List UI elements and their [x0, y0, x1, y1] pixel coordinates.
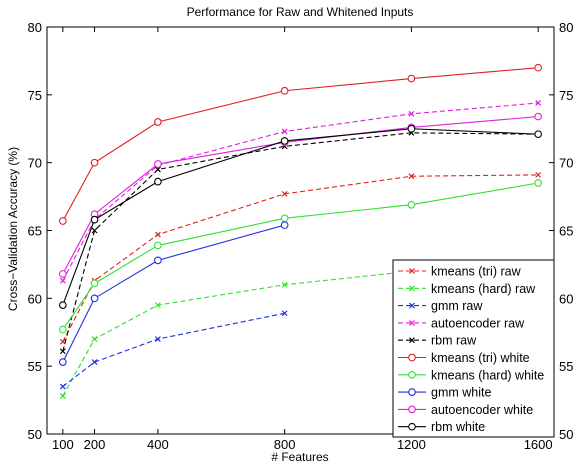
data-point: [60, 339, 65, 344]
y-tick-label-right: 60: [559, 291, 573, 306]
data-point: [92, 337, 97, 342]
x-tick-label: 400: [147, 437, 169, 452]
legend-label: kmeans (hard) white: [431, 368, 544, 382]
legend-marker: [409, 423, 416, 430]
data-point: [155, 257, 162, 264]
legend-label: kmeans (tri) raw: [431, 265, 522, 279]
series-2: [60, 311, 287, 389]
data-point: [535, 131, 542, 138]
series-line: [63, 271, 412, 396]
x-tick-label: 1600: [524, 437, 553, 452]
y-tick-label-right: 75: [559, 88, 573, 103]
data-point: [60, 359, 67, 366]
legend-label: autoencoder white: [431, 403, 533, 417]
data-point: [408, 75, 415, 82]
data-point: [408, 125, 415, 132]
y-tick-label-right: 80: [559, 20, 573, 35]
data-point: [536, 172, 541, 177]
legend-label: rbm raw: [431, 334, 477, 348]
legend-label: gmm white: [431, 386, 491, 400]
data-point: [281, 138, 288, 145]
y-tick-label-right: 70: [559, 156, 573, 171]
series-7: [60, 222, 288, 366]
y-tick-label-right: 65: [559, 224, 573, 239]
legend-marker: [409, 372, 416, 379]
x-tick-label: 1200: [397, 437, 426, 452]
data-point: [60, 384, 65, 389]
y-tick-label-right: 50: [559, 427, 573, 442]
data-point: [60, 326, 67, 333]
y-tick-label: 65: [28, 224, 42, 239]
data-point: [155, 119, 162, 126]
data-point: [155, 337, 160, 342]
data-point: [91, 216, 98, 223]
data-point: [535, 64, 542, 71]
x-tick-label: 200: [84, 437, 106, 452]
data-point: [91, 280, 98, 287]
legend-label: autoencoder raw: [431, 316, 525, 330]
y-tick-label: 70: [28, 156, 42, 171]
data-point: [408, 201, 415, 208]
data-point: [281, 222, 288, 229]
series-line: [63, 68, 538, 221]
data-point: [155, 242, 162, 249]
y-axis-label: Cross−Validation Accuracy (%): [6, 147, 20, 311]
legend-label: kmeans (hard) raw: [431, 282, 536, 296]
data-point: [281, 215, 288, 222]
data-point: [60, 394, 65, 399]
y-tick-label: 75: [28, 88, 42, 103]
y-tick-label: 55: [28, 359, 42, 374]
y-tick-label: 80: [28, 20, 42, 35]
series-5: [60, 64, 542, 224]
data-point: [60, 302, 67, 309]
series-line: [63, 313, 285, 386]
series-line: [63, 225, 285, 362]
data-point: [91, 159, 98, 166]
x-tick-label: 100: [52, 437, 74, 452]
data-point: [535, 180, 542, 187]
legend: kmeans (tri) raw kmeans (hard) raw gmm raw…: [393, 260, 554, 437]
x-tick-label: 800: [274, 437, 296, 452]
data-point: [60, 218, 67, 225]
series-1: [60, 269, 414, 399]
legend-marker: [409, 389, 416, 396]
data-point: [535, 113, 542, 120]
y-tick-label: 60: [28, 291, 42, 306]
data-point: [60, 271, 67, 278]
data-point: [281, 87, 288, 94]
legend-marker: [409, 406, 416, 413]
data-point: [60, 278, 65, 283]
legend-label: rbm white: [431, 420, 485, 434]
chart-title: Performance for Raw and Whitened Inputs: [187, 5, 414, 19]
data-point: [92, 360, 97, 365]
data-point: [155, 161, 162, 168]
data-point: [155, 178, 162, 185]
legend-marker: [409, 354, 416, 361]
data-point: [91, 295, 98, 302]
legend-label: kmeans (tri) white: [431, 351, 530, 365]
y-tick-label: 50: [28, 427, 42, 442]
y-tick-label-right: 55: [559, 359, 573, 374]
legend-label: gmm raw: [431, 299, 483, 313]
x-axis-label: # Features: [271, 450, 328, 464]
